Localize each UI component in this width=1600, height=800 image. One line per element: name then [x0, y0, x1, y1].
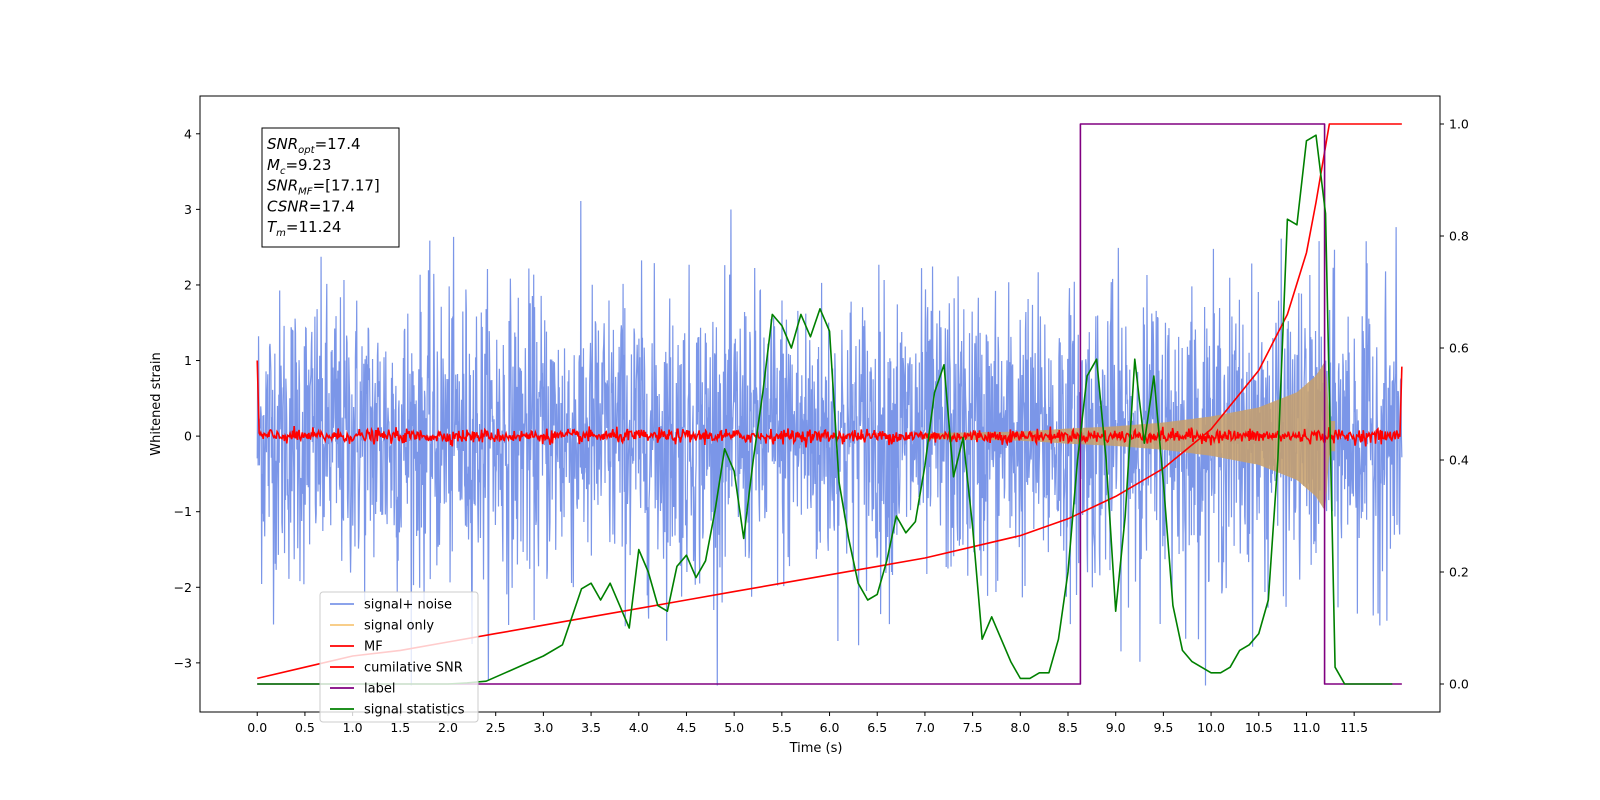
plot-frame — [199, 95, 1441, 713]
y2-tick-label: 0.8 — [1449, 229, 1469, 244]
x-tick-label: 5.0 — [724, 720, 744, 735]
y-tick-label: −2 — [174, 580, 192, 595]
y-tick-label: −3 — [174, 655, 192, 670]
legend: signal+ noise signal only MF cumilative SNR… — [319, 591, 479, 723]
y2-tick-label: 0.2 — [1449, 565, 1469, 580]
y-axis-label: Whitened strain — [149, 352, 164, 455]
y2-tick-label: 0.4 — [1449, 453, 1469, 468]
info-box-frame — [261, 127, 400, 248]
legend-label: signal only — [364, 619, 434, 634]
x-tick-label: 9.0 — [1106, 720, 1126, 735]
legend-label: cumilative SNR — [364, 661, 463, 676]
x-tick-label: 1.0 — [343, 720, 363, 735]
y-tick-label: 4 — [184, 126, 192, 141]
x-axis-label: Time (s) — [789, 741, 843, 756]
series-label — [257, 123, 1402, 685]
y2-tick-label: 0.6 — [1449, 341, 1469, 356]
x-tick-label: 8.5 — [1058, 720, 1078, 735]
x-tick-label: 1.5 — [390, 720, 410, 735]
x-tick-label: 3.0 — [533, 720, 553, 735]
y2-tick-label: 1.0 — [1449, 117, 1469, 132]
x-tick-label: 8.0 — [1010, 720, 1030, 735]
y-axis-left: −3 −2 −1 0 1 2 3 4 — [174, 126, 200, 670]
x-tick-label: 11.0 — [1293, 720, 1321, 735]
x-tick-label: 2.0 — [438, 720, 458, 735]
x-axis: 0.0 0.5 1.0 1.5 2.0 2.5 3.0 3.5 4.0 4.5 5.0 5.5 6.0 6… — [247, 712, 1368, 735]
series-signal-noise — [256, 200, 1403, 686]
x-tick-label: 4.0 — [629, 720, 649, 735]
y-tick-label: −1 — [174, 504, 192, 519]
legend-label: signal statistics — [364, 703, 465, 718]
legend-label: MF — [364, 640, 383, 655]
legend-label: label — [364, 682, 395, 697]
x-tick-label: 4.5 — [677, 720, 697, 735]
y-tick-label: 0 — [184, 429, 192, 444]
legend-label: signal+ noise — [364, 598, 452, 613]
x-tick-label: 0.0 — [247, 720, 267, 735]
y-tick-label: 1 — [184, 353, 192, 368]
y-tick-label: 3 — [184, 202, 192, 217]
info-line: Mc=9.23 — [267, 156, 331, 177]
series-signal-statistics — [257, 134, 1393, 685]
x-tick-label: 3.5 — [581, 720, 601, 735]
legend-frame — [319, 591, 479, 723]
x-tick-label: 5.5 — [772, 720, 792, 735]
x-tick-label: 6.0 — [820, 720, 840, 735]
info-line: SNRopt=17.4 — [267, 135, 361, 156]
x-tick-label: 9.5 — [1153, 720, 1173, 735]
x-tick-label: 7.5 — [963, 720, 983, 735]
x-tick-label: 11.5 — [1340, 720, 1368, 735]
x-tick-label: 7.0 — [915, 720, 935, 735]
x-tick-label: 2.5 — [486, 720, 506, 735]
series-mf — [256, 360, 1403, 448]
info-line: SNRMF=[17.17] — [267, 177, 380, 198]
y2-tick-label: 0.0 — [1449, 677, 1469, 692]
x-tick-label: 0.5 — [295, 720, 315, 735]
x-tick-label: 10.0 — [1197, 720, 1225, 735]
x-tick-label: 6.5 — [867, 720, 887, 735]
info-line: CSNR=17.4 — [267, 197, 355, 215]
y-tick-label: 2 — [184, 277, 192, 292]
info-box: SNRopt=17.4Mc=9.23SNRMF=[17.17]CSNR=17.4… — [261, 127, 400, 248]
x-tick-label: 10.5 — [1245, 720, 1273, 735]
y-axis-right: 0.0 0.2 0.4 0.6 0.8 1.0 — [1440, 117, 1469, 692]
info-line: Tm=11.24 — [267, 218, 341, 239]
